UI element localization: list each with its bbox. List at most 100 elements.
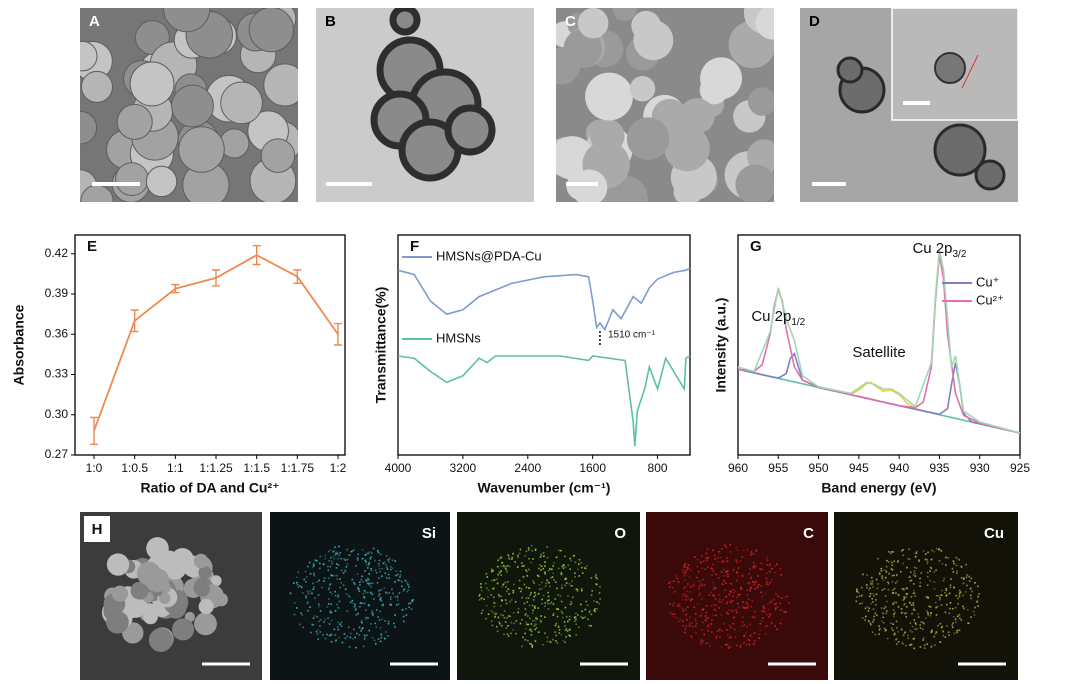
signal-dot xyxy=(554,624,557,627)
signal-dot xyxy=(564,625,566,627)
signal-dot xyxy=(313,615,316,617)
signal-dot xyxy=(341,641,344,644)
signal-dot xyxy=(946,603,948,606)
signal-dot xyxy=(712,581,715,584)
signal-dot xyxy=(929,606,932,608)
signal-dot xyxy=(890,552,892,555)
signal-dot xyxy=(408,602,410,605)
signal-dot xyxy=(745,644,748,646)
signal-dot xyxy=(338,636,340,639)
signal-dot xyxy=(675,575,677,578)
panel-label: B xyxy=(325,13,336,30)
signal-dot xyxy=(689,600,692,602)
signal-dot xyxy=(329,583,332,585)
signal-dot xyxy=(749,588,752,590)
signal-dot xyxy=(557,626,560,628)
map-background xyxy=(270,512,450,680)
signal-dot xyxy=(927,612,929,614)
signal-dot xyxy=(919,585,921,588)
signal-dot xyxy=(500,595,503,598)
signal-dot xyxy=(355,646,357,649)
signal-dot xyxy=(718,550,720,553)
signal-dot xyxy=(719,636,721,638)
signal-dot xyxy=(528,642,531,645)
signal-dot xyxy=(561,612,564,615)
signal-dot xyxy=(497,582,499,585)
signal-dot xyxy=(891,581,894,583)
signal-dot xyxy=(319,555,322,558)
signal-dot xyxy=(323,621,325,623)
signal-dot xyxy=(517,611,520,614)
signal-dot xyxy=(526,615,529,617)
signal-dot xyxy=(886,559,888,562)
signal-dot xyxy=(535,623,537,626)
signal-dot xyxy=(687,567,690,570)
signal-dot xyxy=(730,626,732,629)
signal-dot xyxy=(371,636,374,639)
signal-dot xyxy=(387,620,390,623)
signal-dot xyxy=(330,619,333,622)
signal-dot xyxy=(926,596,929,599)
signal-dot xyxy=(977,605,979,607)
signal-dot xyxy=(900,608,903,610)
signal-dot xyxy=(361,602,364,605)
signal-dot xyxy=(699,614,701,617)
signal-dot xyxy=(521,618,523,621)
signal-dot xyxy=(749,577,752,580)
signal-dot xyxy=(897,640,900,643)
signal-dot xyxy=(897,605,900,608)
signal-dot xyxy=(354,603,356,606)
signal-dot xyxy=(885,610,888,612)
signal-dot xyxy=(892,551,895,553)
signal-dot xyxy=(701,613,703,615)
signal-dot xyxy=(312,624,315,626)
signal-dot xyxy=(368,573,371,575)
signal-dot xyxy=(938,548,941,551)
particle xyxy=(178,126,225,173)
signal-dot xyxy=(408,586,410,588)
signal-dot xyxy=(490,570,493,573)
signal-dot xyxy=(895,620,898,623)
signal-dot xyxy=(694,618,697,621)
signal-dot xyxy=(538,567,540,570)
signal-dot xyxy=(871,597,873,600)
signal-dot xyxy=(399,574,402,576)
signal-dot xyxy=(319,610,322,612)
x-tick-label: 4000 xyxy=(385,461,412,475)
signal-dot xyxy=(378,567,381,570)
signal-dot xyxy=(504,568,507,571)
signal-dot xyxy=(970,577,973,580)
signal-dot xyxy=(528,604,531,607)
signal-dot xyxy=(693,585,696,588)
signal-dot xyxy=(729,600,732,602)
signal-dot xyxy=(296,607,298,609)
particle xyxy=(836,56,864,84)
signal-dot xyxy=(710,605,713,607)
signal-dot xyxy=(409,602,412,604)
signal-dot xyxy=(770,600,773,603)
signal-dot xyxy=(530,561,533,564)
signal-dot xyxy=(372,612,374,615)
signal-dot xyxy=(912,608,915,611)
particle xyxy=(631,10,661,41)
signal-dot xyxy=(753,643,755,645)
signal-dot xyxy=(673,591,675,593)
signal-dot xyxy=(546,556,549,559)
signal-dot xyxy=(552,572,554,575)
signal-dot xyxy=(926,571,929,574)
signal-dot xyxy=(908,548,910,551)
signal-dot xyxy=(386,568,389,570)
signal-dot xyxy=(736,611,738,614)
signal-dot xyxy=(907,634,909,637)
signal-dot xyxy=(346,610,349,612)
signal-dot xyxy=(327,617,329,619)
signal-dot xyxy=(884,595,887,597)
signal-dot xyxy=(520,562,523,564)
signal-dot xyxy=(580,603,582,606)
signal-dot xyxy=(361,627,364,629)
signal-dot xyxy=(296,583,299,586)
signal-dot xyxy=(866,606,869,608)
signal-dot xyxy=(926,584,929,587)
signal-dot xyxy=(750,551,753,553)
signal-dot xyxy=(681,571,684,574)
